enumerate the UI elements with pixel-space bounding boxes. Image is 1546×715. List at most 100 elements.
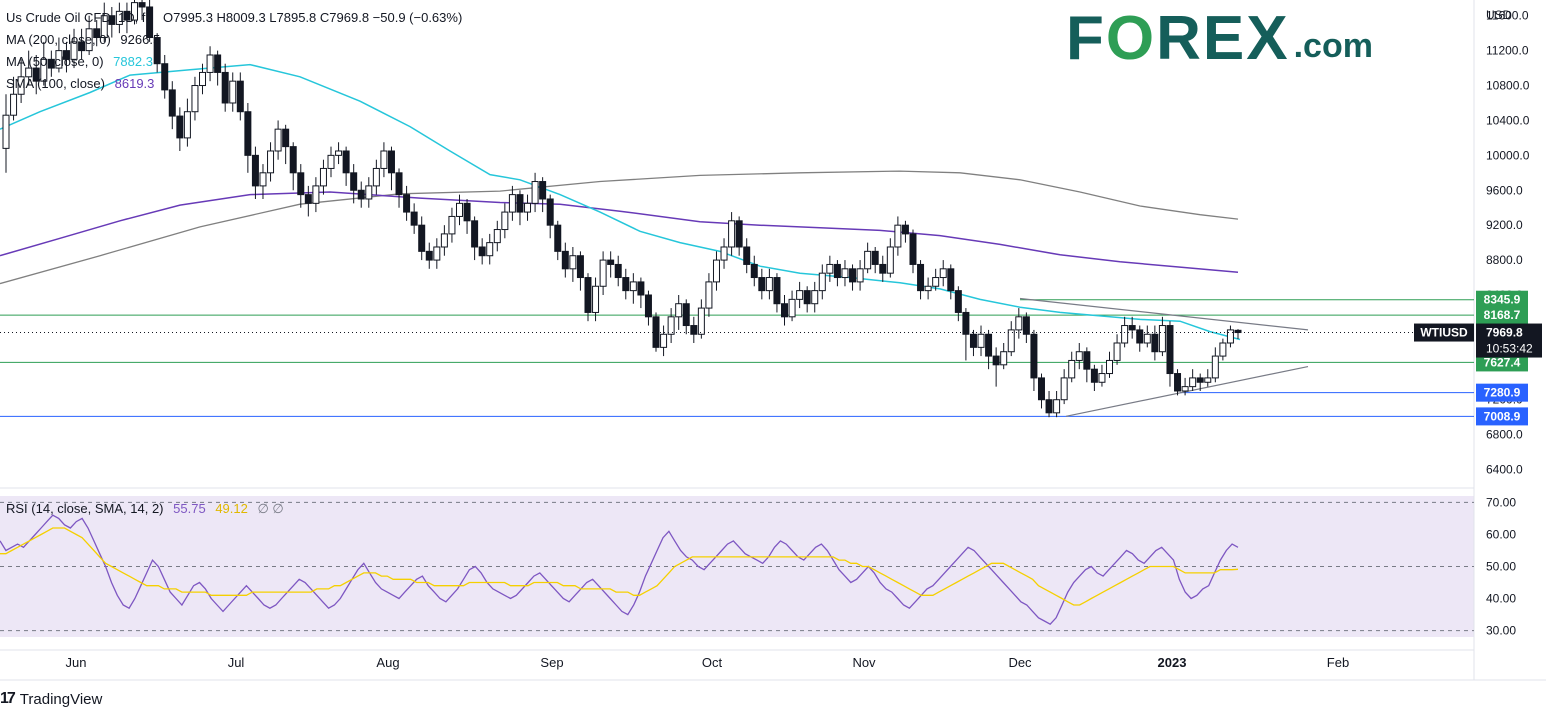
candle-down: [554, 224, 562, 252]
candlesticks[interactable]: [2, 0, 1242, 418]
candle-up: [440, 233, 448, 248]
legend-symbol[interactable]: Us Crude Oil CFD, 1D, f O7995.3 H8009.3 …: [6, 10, 462, 25]
candle-up: [1189, 377, 1197, 388]
candle-up: [455, 202, 463, 217]
candle-up: [712, 259, 720, 283]
candle-up: [856, 268, 864, 283]
candle-down: [690, 325, 698, 335]
candle-up: [100, 15, 108, 39]
trendline: [1019, 297, 1309, 331]
price-tick-label: 6800.0: [1486, 428, 1523, 442]
indicator-label: MA (200, close, 0): [6, 32, 111, 47]
candle-up: [1007, 329, 1015, 353]
rsi-extra: ∅ ∅: [257, 501, 284, 516]
candle-down: [871, 250, 879, 265]
rsi-tick-label: 70.00: [1486, 495, 1516, 509]
indicator-label: SMA (100, close): [6, 76, 105, 91]
candle-down: [297, 172, 305, 196]
candle-up: [55, 50, 63, 69]
rsi-label: RSI (14, close, SMA, 14, 2): [6, 501, 164, 516]
level-price-tag: [1476, 383, 1528, 402]
candle-down: [1090, 368, 1098, 383]
candle-down: [357, 189, 365, 200]
candle-up: [508, 194, 516, 213]
candle-down: [1030, 333, 1038, 379]
candle-up: [1219, 342, 1227, 357]
ohlc-values: O7995.3 H8009.3 L7895.8 C7969.8 −50.9 (−…: [163, 10, 463, 25]
candle-up: [924, 285, 932, 292]
level-price-tag: [1476, 290, 1528, 309]
candle-up: [274, 128, 282, 152]
price-tick-label: 11200.0: [1486, 44, 1529, 58]
candle-down: [244, 111, 252, 156]
candle-up: [531, 181, 539, 204]
candle-up: [327, 154, 335, 169]
candle-down: [1045, 399, 1053, 414]
candle-down: [992, 355, 1000, 366]
time-tick-label: Dec: [1008, 655, 1032, 670]
candle-up: [629, 281, 637, 292]
candle-up: [592, 285, 600, 313]
candle-up: [40, 58, 48, 82]
candle-up: [1053, 399, 1061, 414]
candle-up: [599, 259, 607, 287]
candle-down: [546, 198, 554, 226]
candle-up: [130, 2, 138, 21]
candle-down: [342, 150, 350, 174]
candle-down: [901, 224, 909, 235]
candle-up: [1068, 359, 1076, 379]
legend-indicator-ma50[interactable]: MA (50, close, 0) 7882.3: [6, 54, 153, 69]
candle-up: [267, 150, 275, 174]
candle-down: [849, 268, 857, 283]
currency-label: USD: [1486, 8, 1512, 22]
candle-down: [304, 194, 312, 204]
candle-down: [32, 67, 40, 82]
symbol-tag: [1414, 323, 1474, 342]
candle-down: [395, 172, 403, 196]
candle-up: [864, 250, 872, 270]
level-price-tag-text: 7280.9: [1484, 386, 1521, 400]
candle-up: [894, 224, 902, 248]
legend-indicator-sma100[interactable]: SMA (100, close) 8619.3: [6, 76, 154, 91]
candle-up: [675, 303, 683, 318]
candle-down: [781, 303, 789, 318]
candle-down: [637, 281, 645, 296]
time-axis[interactable]: Jun Jul Aug Sep Oct Nov Dec 2023 Feb: [66, 655, 1350, 670]
candle-down: [909, 233, 917, 265]
candle-down: [123, 10, 131, 21]
forex-logo: FOREX .com: [1066, 6, 1373, 70]
horizontal-levels[interactable]: [0, 299, 1474, 417]
candle-up: [501, 211, 509, 231]
candle-up: [1181, 386, 1189, 392]
candle-down: [410, 211, 418, 226]
last-price-tag: [1476, 323, 1542, 358]
rsi-indicator: [0, 501, 1474, 632]
price-tick-label: 11600.0: [1486, 9, 1529, 23]
candle-up: [977, 333, 985, 348]
candle-down: [539, 181, 547, 200]
candle-up: [10, 93, 18, 116]
candle-down: [614, 263, 622, 279]
price-tick-label: 10800.0: [1486, 79, 1530, 93]
candle-up: [728, 220, 736, 248]
rsi-line: [0, 514, 1239, 626]
candle-up: [199, 71, 207, 87]
legend-indicator-ma200[interactable]: MA (200, close, 0) 9266.5: [6, 32, 160, 47]
legend-rsi[interactable]: RSI (14, close, SMA, 14, 2) 55.75 49.12 …: [6, 501, 284, 517]
candle-up: [1121, 325, 1129, 344]
candle-down: [78, 41, 86, 52]
candle-up: [2, 114, 10, 149]
candle-down: [962, 311, 970, 335]
candle-down: [622, 277, 630, 292]
candle-up: [183, 111, 191, 139]
candle-down: [1037, 377, 1045, 401]
candle-down: [803, 290, 811, 305]
candle-down: [425, 250, 433, 261]
candle-down: [387, 150, 395, 174]
candle-down: [1083, 351, 1091, 370]
candle-down: [607, 259, 615, 265]
candle-down: [282, 128, 290, 148]
tradingview-footer[interactable]: 17 TradingView: [0, 690, 102, 708]
